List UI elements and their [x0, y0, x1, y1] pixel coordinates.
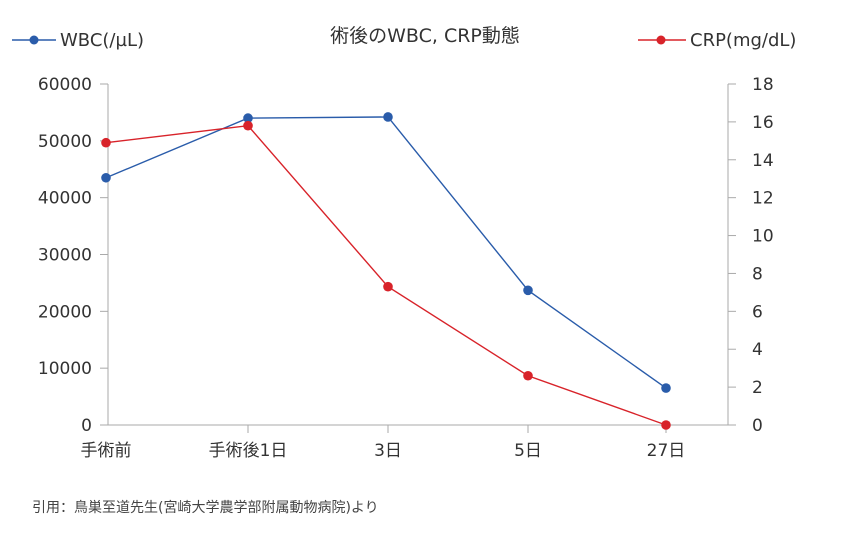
left-tick-label: 40000	[38, 189, 92, 209]
right-tick-label: 4	[752, 340, 763, 360]
x-axis-ticks: 手術前 手術後1日 3日 5日 27日	[81, 425, 686, 461]
source-caption: 引用：鳥巣至道先生(宮崎大学農学部附属動物病院)より	[32, 500, 379, 516]
left-tick-label: 30000	[38, 246, 92, 266]
right-tick-label: 16	[752, 113, 774, 133]
wbc-data-point	[661, 383, 671, 393]
right-tick-label: 10	[752, 227, 774, 247]
right-tick-label: 8	[752, 264, 763, 284]
left-axis-ticks: 0 10000 20000 30000 40000 50000 60000	[38, 75, 108, 436]
chart-title: 術後のWBC, CRP動態	[330, 25, 520, 47]
wbc-series-line	[105, 116, 667, 389]
right-tick-label: 12	[752, 189, 774, 209]
right-tick-label: 18	[752, 75, 774, 95]
legend-crp-label: CRP(mg/dL)	[690, 30, 796, 51]
left-tick-label: 60000	[38, 75, 92, 95]
legend-wbc-label: WBC(/µL)	[60, 30, 144, 51]
legend-wbc: WBC(/µL)	[12, 30, 144, 51]
x-tick-label: 手術後1日	[209, 441, 288, 461]
right-tick-label: 14	[752, 151, 774, 171]
x-tick-label: 5日	[514, 441, 542, 461]
x-tick-label: 手術前	[81, 441, 132, 461]
left-tick-label: 0	[81, 416, 92, 436]
legend-wbc-marker	[29, 35, 39, 45]
legend-crp: CRP(mg/dL)	[638, 30, 796, 51]
right-axis-ticks: 0 2 4 6 8 10 12 14 16 18	[728, 75, 774, 436]
crp-data-point	[661, 420, 671, 430]
wbc-data-point	[101, 172, 111, 183]
crp-data-point	[243, 120, 253, 131]
series-layer	[101, 112, 671, 430]
wbc-data-point	[243, 113, 253, 123]
left-tick-label: 20000	[38, 302, 92, 322]
right-tick-label: 0	[752, 416, 763, 436]
x-tick-label: 3日	[374, 441, 402, 461]
legend-crp-marker	[656, 35, 666, 45]
x-tick-label: 27日	[647, 441, 686, 461]
left-tick-label: 10000	[38, 359, 92, 379]
crp-data-point	[101, 137, 111, 148]
crp-data-point	[523, 370, 533, 381]
right-tick-label: 2	[752, 378, 763, 398]
crp-series-line	[105, 124, 667, 426]
wbc-data-point	[523, 285, 533, 296]
wbc-data-point	[383, 112, 393, 122]
left-tick-label: 50000	[38, 132, 92, 152]
crp-data-point	[383, 281, 393, 292]
right-tick-label: 6	[752, 302, 763, 322]
